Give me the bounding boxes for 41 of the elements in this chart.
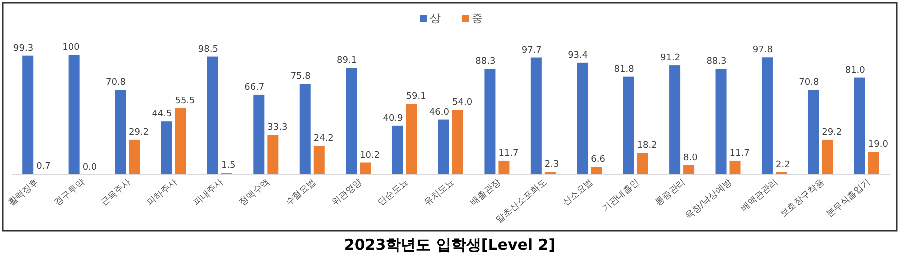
data-label: 54.0: [452, 98, 473, 108]
data-label: 97.8: [752, 46, 774, 56]
data-label: 18.2: [637, 141, 658, 152]
data-label: 2.3: [544, 160, 560, 170]
data-label: 70.8: [106, 78, 126, 88]
data-label: 99.3: [14, 44, 34, 54]
text: 2023학년도 입학생[Level 2]: [344, 236, 556, 254]
legend-label: 상: [430, 12, 441, 25]
data-label: 88.3: [476, 57, 496, 68]
legend-label: 중: [472, 12, 483, 25]
data-label: 66.7: [244, 82, 265, 93]
data-label: 91.2: [660, 54, 681, 64]
data-label: 89.1: [337, 56, 358, 66]
data-label: 33.3: [268, 123, 288, 134]
data-label: 6.6: [591, 155, 606, 166]
data-label: 55.5: [175, 96, 196, 106]
data-label: 59.1: [406, 92, 426, 102]
data-label: 11.7: [498, 148, 519, 159]
data-label: 70.8: [799, 78, 820, 88]
data-label: 1.5: [221, 161, 236, 172]
data-label: 98.5: [198, 44, 218, 55]
data-label: 75.8: [290, 72, 312, 82]
data-label: 8.0: [684, 153, 698, 164]
data-label: 0.7: [36, 162, 51, 172]
data-label: 29.2: [129, 128, 150, 138]
data-label: 46.0: [429, 108, 450, 118]
data-label: 0.0: [82, 163, 98, 173]
data-label: 88.3: [706, 57, 727, 68]
data-label: 100: [62, 43, 80, 53]
data-label: 97.7: [522, 46, 542, 56]
data-label: 81.0: [845, 66, 866, 76]
data-label: 44.5: [152, 110, 172, 120]
data-label: 29.2: [822, 128, 842, 138]
data-label: 93.4: [568, 50, 588, 61]
data-label: 40.9: [383, 114, 404, 124]
data-label: 81.8: [614, 64, 635, 75]
data-label: 2.2: [776, 160, 790, 170]
data-label: 11.7: [730, 148, 750, 159]
data-label: 24.2: [314, 134, 334, 144]
data-label: 10.2: [360, 150, 380, 161]
data-label: 19.0: [868, 140, 889, 150]
